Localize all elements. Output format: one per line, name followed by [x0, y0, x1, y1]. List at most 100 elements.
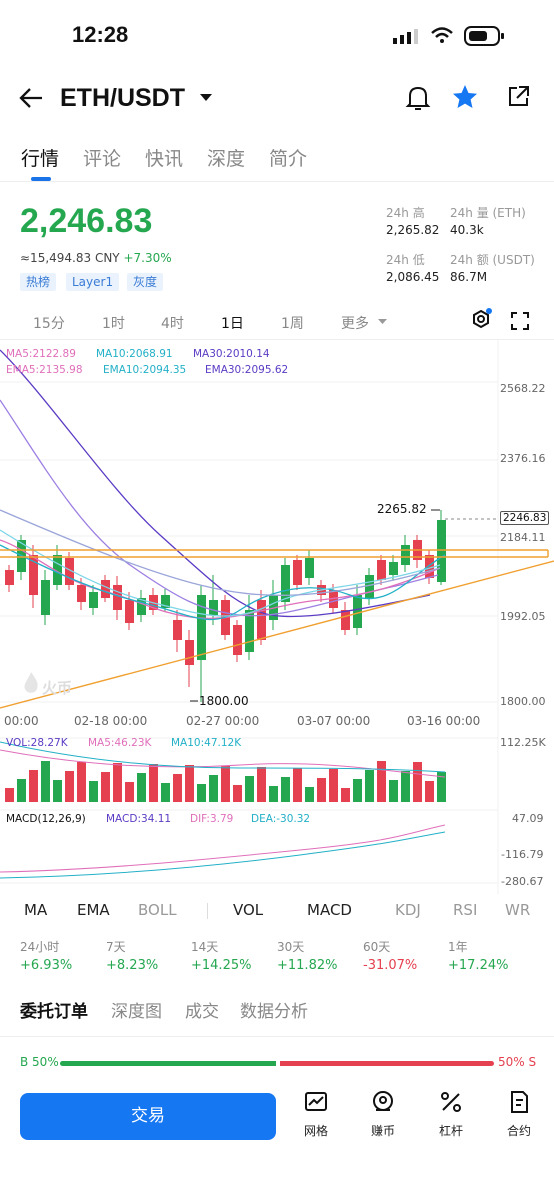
- stat-vol: 40.3k: [450, 223, 484, 237]
- divider: [207, 903, 208, 919]
- return-value: +17.24%: [448, 958, 509, 973]
- date-label: 03-07 00:00: [297, 714, 371, 728]
- main-tabs: 行情 评论 快讯 深度 简介: [0, 130, 554, 182]
- wifi-icon: [431, 27, 453, 43]
- volume-bar: [137, 773, 146, 802]
- vol-ma10-line: [0, 741, 446, 773]
- star-icon[interactable]: [452, 84, 478, 110]
- tab-analysis[interactable]: 数据分析: [240, 1002, 308, 1022]
- candle: [53, 555, 62, 585]
- tab-comments[interactable]: 评论: [83, 148, 122, 170]
- interval-1d[interactable]: 1日: [221, 316, 244, 332]
- tab-intro[interactable]: 简介: [269, 148, 308, 170]
- candle: [197, 595, 206, 660]
- candle: [353, 595, 362, 628]
- stat-low: 2,086.45: [386, 270, 440, 284]
- ind-tab-vol[interactable]: VOL: [233, 901, 264, 919]
- sell-ratio: 50% S: [498, 1055, 537, 1069]
- candle: [185, 640, 194, 665]
- volume-bar: [437, 772, 446, 802]
- tag-layer1[interactable]: Layer1: [66, 273, 120, 291]
- volume-bar: [89, 781, 98, 802]
- back-arrow-icon[interactable]: [18, 86, 44, 110]
- volume-bar: [17, 779, 26, 802]
- tab-trades[interactable]: 成交: [185, 1002, 219, 1022]
- interval-15m[interactable]: 15分: [33, 316, 65, 332]
- ind-ema10: EMA10:2094.35: [103, 364, 187, 376]
- return-value: +6.93%: [20, 958, 73, 973]
- candle: [125, 600, 134, 623]
- leverage-button[interactable]: 杠杆: [431, 1090, 471, 1139]
- tab-depth-chart[interactable]: 深度图: [111, 1002, 162, 1022]
- header: ETH/USDT: [0, 72, 554, 128]
- candle: [65, 558, 74, 585]
- ind-tab-boll[interactable]: BOLL: [138, 901, 177, 919]
- grid-button[interactable]: 网格: [296, 1090, 336, 1139]
- volume-bar: [413, 762, 422, 802]
- tab-depth[interactable]: 深度: [207, 148, 246, 170]
- tab-news[interactable]: 快讯: [145, 148, 184, 170]
- volume-bar: [233, 785, 242, 802]
- more-caret-icon[interactable]: [378, 319, 387, 325]
- date-label: 00:00: [4, 714, 39, 728]
- grid-chart-icon: [305, 1092, 327, 1111]
- interval-1h[interactable]: 1时: [102, 316, 125, 332]
- share-icon[interactable]: [505, 84, 531, 110]
- low-label: 1800.00: [199, 694, 249, 708]
- stat-high: 2,265.82: [386, 223, 440, 237]
- candle: [377, 560, 386, 580]
- ind-tab-kdj[interactable]: KDJ: [395, 901, 421, 919]
- volume-bar: [65, 771, 74, 802]
- trade-button[interactable]: 交易: [20, 1093, 276, 1140]
- volume-bar: [161, 783, 170, 802]
- price-tick: 1800.00: [500, 695, 546, 708]
- ind-tab-wr[interactable]: WR: [505, 901, 531, 919]
- tab-orders[interactable]: 委托订单: [20, 1002, 88, 1022]
- ind-vol-ma10: MA10:47.12K: [171, 737, 242, 749]
- buy-ratio: B 50%: [20, 1055, 59, 1069]
- ema30-line: [0, 509, 441, 596]
- ind-tab-ma[interactable]: MA: [24, 901, 48, 919]
- volume-bar: [293, 768, 302, 802]
- candle: [437, 520, 446, 582]
- fullscreen-icon[interactable]: [511, 312, 529, 330]
- ind-tab-ema[interactable]: EMA: [77, 901, 110, 919]
- bell-icon[interactable]: [405, 84, 431, 112]
- volume-bar: [5, 788, 14, 802]
- volume-bar: [257, 767, 266, 802]
- contract-button[interactable]: 合约: [499, 1090, 539, 1139]
- date-label: 03-16 00:00: [407, 714, 481, 728]
- candle: [233, 625, 242, 655]
- price-tick: 1992.05: [500, 610, 546, 623]
- indicator-bar: MA EMA BOLL VOL MACD KDJ RSI WR: [0, 893, 554, 927]
- macd-tick: 47.09: [512, 812, 544, 825]
- tag-hot[interactable]: 热榜: [20, 273, 57, 291]
- pair-title[interactable]: ETH/USDT: [60, 84, 185, 112]
- leverage-label: 杠杆: [438, 1124, 463, 1138]
- candle: [137, 598, 146, 615]
- buy-ratio-bar: [60, 1061, 276, 1066]
- ind-ma10: MA10:2068.91: [96, 348, 173, 360]
- grid-label: 网格: [303, 1124, 328, 1138]
- candle: [257, 600, 266, 640]
- tab-market[interactable]: 行情: [21, 148, 60, 170]
- return-value: -31.07%: [363, 958, 418, 973]
- ind-tab-macd[interactable]: MACD: [307, 901, 352, 919]
- contract-label: 合约: [506, 1124, 531, 1138]
- ind-tab-rsi[interactable]: RSI: [453, 901, 478, 919]
- chart-area[interactable]: MA5:2122.89 MA10:2068.91 MA30:2010.14 EM…: [0, 339, 554, 894]
- settings-icon[interactable]: [470, 308, 494, 332]
- caret-down-icon[interactable]: [200, 94, 212, 102]
- volume-bar: [53, 780, 62, 802]
- candle: [89, 592, 98, 608]
- tag-grayscale[interactable]: 灰度: [127, 273, 164, 291]
- earn-button[interactable]: 赚币: [363, 1090, 403, 1139]
- return-label: 24小时: [20, 940, 60, 954]
- interval-bar: 15分 1时 4时 1日 1周 更多: [0, 305, 554, 339]
- volume-bar: [101, 772, 110, 802]
- interval-more[interactable]: 更多: [341, 316, 369, 332]
- dea-line: [0, 831, 446, 879]
- interval-4h[interactable]: 4时: [161, 316, 184, 332]
- volume-bar: [173, 774, 182, 802]
- interval-1w[interactable]: 1周: [281, 316, 304, 332]
